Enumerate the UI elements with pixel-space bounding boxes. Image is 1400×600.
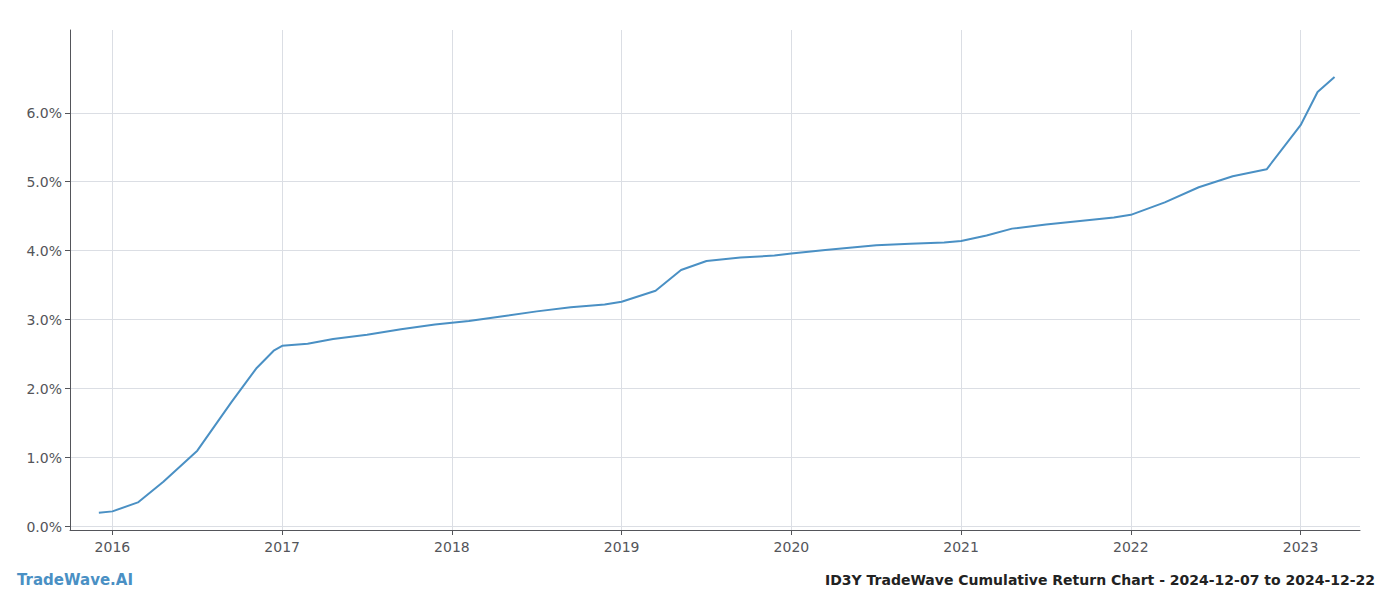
svg-text:2023: 2023 bbox=[1283, 539, 1319, 555]
svg-text:2.0%: 2.0% bbox=[26, 381, 62, 397]
svg-text:6.0%: 6.0% bbox=[26, 105, 62, 121]
svg-text:2016: 2016 bbox=[95, 539, 131, 555]
svg-text:2019: 2019 bbox=[604, 539, 640, 555]
svg-text:2018: 2018 bbox=[434, 539, 470, 555]
svg-text:0.0%: 0.0% bbox=[26, 519, 62, 535]
svg-text:2022: 2022 bbox=[1113, 539, 1149, 555]
svg-text:3.0%: 3.0% bbox=[26, 312, 62, 328]
svg-text:5.0%: 5.0% bbox=[26, 174, 62, 190]
svg-text:2020: 2020 bbox=[774, 539, 810, 555]
svg-text:2017: 2017 bbox=[264, 539, 300, 555]
svg-text:2021: 2021 bbox=[943, 539, 979, 555]
svg-text:TradeWave.AI: TradeWave.AI bbox=[17, 571, 133, 589]
svg-text:4.0%: 4.0% bbox=[26, 243, 62, 259]
svg-text:1.0%: 1.0% bbox=[26, 450, 62, 466]
svg-text:ID3Y TradeWave Cumulative Retu: ID3Y TradeWave Cumulative Return Chart -… bbox=[825, 572, 1375, 588]
